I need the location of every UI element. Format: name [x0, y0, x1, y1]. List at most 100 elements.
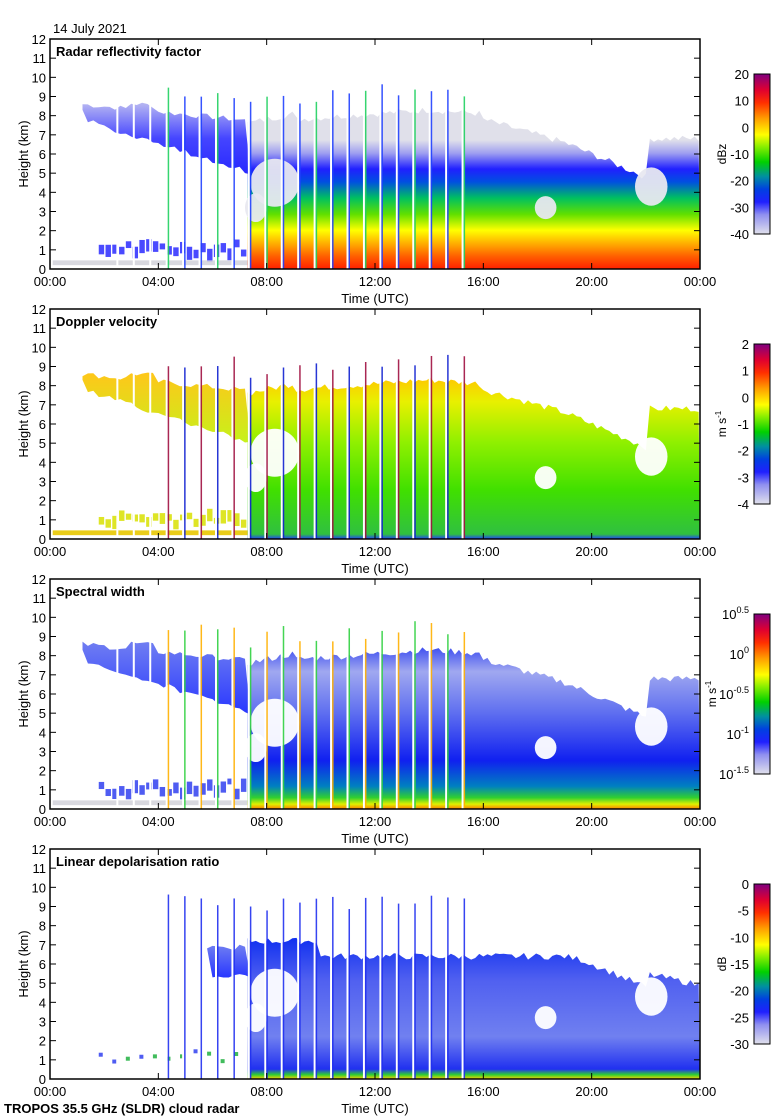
low-echo: [207, 1051, 212, 1056]
x-tick-label: 08:00: [250, 274, 283, 289]
unit-base: m s: [705, 688, 719, 707]
stripe-gap: [313, 309, 316, 539]
x-tick-label: 04:00: [142, 544, 175, 559]
stripe-gap: [445, 39, 448, 269]
low-echo: [200, 243, 206, 253]
low-echo: [159, 513, 166, 524]
stripe-mark: [381, 84, 383, 269]
stripe-mark: [249, 647, 252, 809]
stripe-gap: [280, 579, 283, 809]
x-tick-label: 12:00: [359, 274, 392, 289]
stripe-mark: [249, 377, 252, 539]
low-echo: [207, 779, 213, 791]
y-tick-label: 8: [39, 379, 46, 394]
cloud-gap: [250, 968, 300, 1017]
stripe-gap: [280, 39, 283, 269]
stripe-gap: [362, 579, 365, 809]
stripe-gap: [346, 309, 349, 539]
colorbar-label: m s-1: [704, 680, 719, 707]
low-echo: [186, 246, 193, 260]
low-echo: [125, 788, 132, 800]
stripe-gap: [461, 579, 464, 809]
low-echo: [240, 778, 247, 792]
low-echo: [173, 247, 179, 257]
y-tick-label: 10: [32, 880, 46, 895]
y-tick-label: 4: [39, 185, 46, 200]
stripe-mark: [315, 898, 318, 1079]
stripe-gap: [412, 39, 415, 269]
stripe-mark: [364, 361, 367, 539]
stripe-gap: [132, 579, 135, 809]
stripe-gap: [182, 39, 185, 269]
stripe-gap: [149, 39, 152, 269]
stripe-gap: [214, 309, 217, 539]
stripe-mark: [348, 366, 351, 539]
stripe-mark: [167, 87, 170, 269]
stripe-mark: [249, 101, 252, 269]
stripe-mark: [266, 374, 268, 539]
stripe-gap: [379, 849, 382, 1079]
stripe-mark: [364, 897, 367, 1079]
colorbar-tick-label: 10: [735, 94, 749, 109]
stripe-gap: [149, 579, 152, 809]
colorbar-tick-label: 100: [730, 645, 749, 662]
stripe-mark: [463, 356, 466, 539]
stripe-gap: [149, 309, 152, 539]
stripe-mark: [381, 366, 383, 539]
stripe-mark: [414, 365, 416, 539]
cloud-gap: [534, 466, 557, 490]
colorbar-tick-label: 2: [742, 337, 749, 352]
stripe-gap: [231, 579, 234, 809]
x-tick-label: 16:00: [467, 1084, 500, 1099]
low-echo: [186, 781, 193, 795]
stripe-mark: [315, 363, 318, 539]
stripe-mark: [332, 641, 334, 809]
main-cloud-mass: [247, 377, 700, 539]
stripe-gap: [264, 39, 267, 269]
stripe-mark: [315, 101, 318, 269]
colorbar-tick-label: -10: [730, 930, 749, 945]
stripe-gap: [280, 849, 283, 1079]
low-echo: [112, 788, 118, 800]
stripe-gap: [149, 849, 152, 1079]
stripe-mark: [315, 640, 318, 809]
stripe-gap: [313, 849, 316, 1079]
low-echo: [105, 519, 111, 528]
stripe-mark: [447, 634, 449, 809]
low-echo: [139, 514, 145, 523]
y-tick-label: 11: [33, 861, 47, 876]
y-axis-label: Height (km): [16, 120, 31, 187]
colorbar-tick-label: -30: [730, 1037, 749, 1052]
stripe-gap: [313, 39, 316, 269]
stripe-mark: [463, 632, 466, 809]
cloud-gap: [250, 698, 300, 747]
low-echo: [240, 519, 247, 528]
y-tick-label: 12: [32, 302, 46, 317]
x-tick-label: 16:00: [467, 274, 500, 289]
low-echo: [207, 508, 213, 522]
y-tick-label: 1: [39, 243, 46, 258]
y-tick-label: 1: [39, 1053, 46, 1068]
low-echo: [98, 244, 105, 255]
low-echo: [207, 248, 213, 263]
colorbar-label: m s-1: [714, 410, 729, 437]
low-echo: [200, 514, 206, 526]
stripe-mark: [266, 910, 268, 1079]
colorbar-tick-label: 0: [742, 120, 749, 135]
y-tick-label: 6: [39, 687, 46, 702]
stripe-mark: [381, 630, 383, 809]
y-tick-label: 11: [33, 321, 47, 336]
x-tick-label: 08:00: [250, 544, 283, 559]
stripe-mark: [266, 96, 268, 269]
panel-title: Linear depolarisation ratio: [56, 854, 219, 869]
stripe-mark: [397, 359, 400, 539]
x-tick-label: 00:00: [34, 814, 67, 829]
low-echo: [132, 514, 139, 522]
colorbar-tick-label: -5: [737, 904, 749, 919]
low-echo: [193, 518, 199, 527]
stripe-gap: [182, 849, 185, 1079]
stripe-mark: [414, 903, 416, 1079]
panel-title: Doppler velocity: [56, 314, 158, 329]
x-tick-label: 12:00: [359, 1084, 392, 1099]
